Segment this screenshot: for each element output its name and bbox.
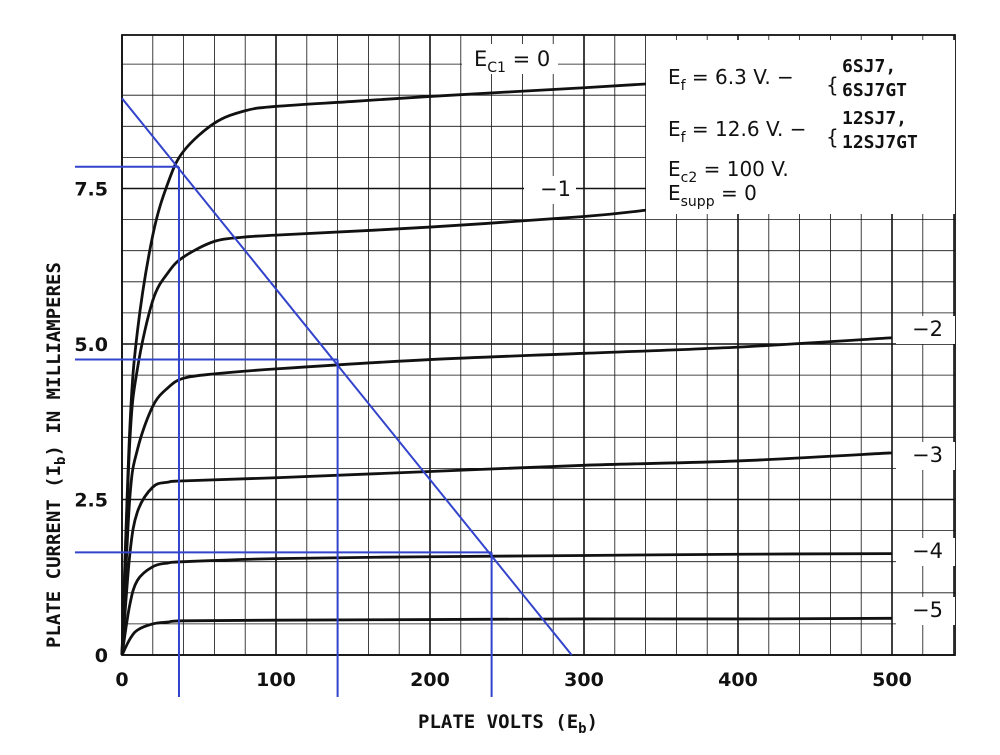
y-axis-title: PLATE CURRENT (Ib) IN MILLIAMPERES (43, 262, 69, 648)
ef-6v-line: Ef = 6.3 V. − (668, 65, 794, 94)
tube-6sj7gt: 6SJ7GT (842, 80, 907, 101)
curve-label-minus-3: −3 (912, 443, 943, 467)
conditions-annotation: Ef = 6.3 V. − { 6SJ7, 6SJ7GT Ef = 12.6 V… (668, 56, 918, 210)
curve-label-minus-4: −4 (912, 539, 943, 563)
label-bg-minus-5 (896, 597, 955, 625)
load-line (121, 97, 573, 656)
curve-label-minus-2: −2 (912, 317, 943, 341)
tube-12sj7: 12SJ7, (842, 108, 907, 129)
curve-series-4 (120, 552, 893, 656)
curve-series-5 (120, 616, 893, 656)
curve-series-2 (120, 336, 893, 656)
tick-labels: 0 100 200 300 400 500 0 2.5 5.0 7.5 (74, 179, 912, 692)
label-backgrounds (462, 40, 955, 625)
x-tick-label: 400 (718, 669, 758, 691)
curve-label-minus-1: −1 (540, 177, 571, 201)
tube-12sj7gt: 12SJ7GT (842, 132, 918, 153)
load-line-group (75, 97, 573, 697)
x-tick-label: 300 (564, 669, 604, 691)
x-tick-label: 200 (410, 669, 450, 691)
curve-series-1 (120, 208, 646, 656)
tube-6sj7: 6SJ7, (842, 56, 896, 77)
curve-label-ec1-0: EC1 = 0 (474, 47, 550, 76)
label-bg-minus-2 (896, 316, 955, 344)
label-bg-minus-4 (896, 538, 955, 566)
brace-6v: { (826, 73, 839, 97)
brace-12v: { (826, 125, 839, 149)
curves (120, 82, 893, 656)
y-tick-label: 5.0 (74, 334, 108, 356)
ec2-line: Ec2 = 100 V. (668, 157, 789, 186)
y-tick-label: 2.5 (74, 490, 108, 512)
curve-label-minus-5: −5 (912, 598, 943, 622)
x-tick-label: 100 (256, 669, 296, 691)
ef-12v-line: Ef = 12.6 V. − (668, 117, 807, 146)
curve-series-0 (120, 82, 646, 656)
esupp-line: Esupp = 0 (668, 181, 757, 210)
label-bg-ec1 (462, 44, 558, 74)
plot-frame (121, 34, 956, 656)
curve-series-3 (120, 451, 893, 656)
label-bg-minus-3 (896, 442, 955, 470)
annotation-box-bg (646, 40, 955, 214)
x-tick-label: 500 (872, 669, 912, 691)
y-tick-label: 7.5 (74, 179, 108, 201)
x-axis-title: PLATE VOLTS (Eb) (418, 711, 598, 737)
y-tick-label: 0 (95, 645, 108, 667)
label-bg-minus-1 (524, 176, 576, 204)
x-tick-label: 0 (115, 669, 128, 691)
